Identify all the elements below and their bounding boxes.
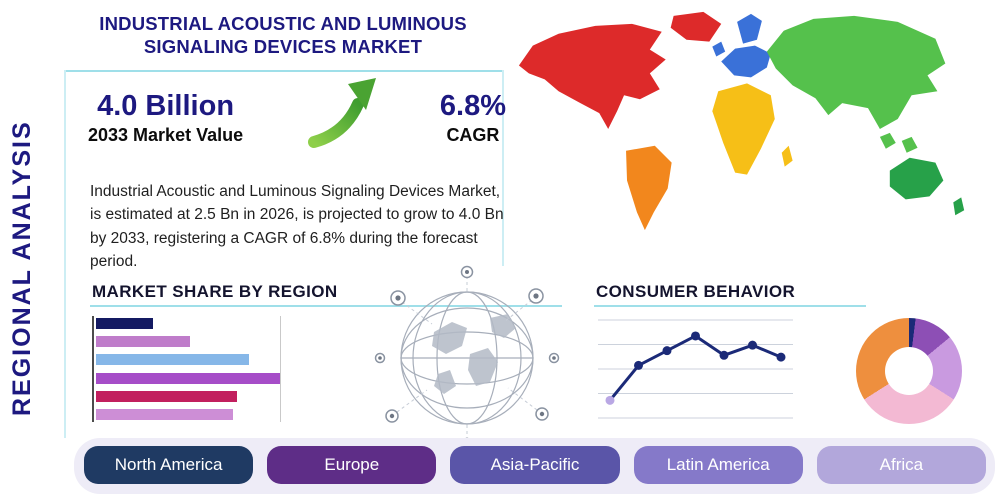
market-share-bar-chart <box>92 316 292 422</box>
world-map <box>518 11 965 231</box>
frame-line-right <box>502 70 504 266</box>
market-share-header: MARKET SHARE BY REGION <box>92 282 338 301</box>
map-europe <box>737 13 762 44</box>
region-button-asia-pacific[interactable]: Asia-Pacific <box>450 446 620 484</box>
growth-arrow-icon <box>307 78 376 148</box>
map-oceania <box>889 157 944 200</box>
map-africa <box>712 83 775 175</box>
consumer-behavior-header: CONSUMER BEHAVIOR <box>596 282 796 301</box>
cagr-label: CAGR <box>446 125 500 145</box>
side-label-regional-analysis: REGIONAL ANALYSIS <box>8 120 36 416</box>
bar-5 <box>96 390 238 402</box>
bar-4 <box>96 372 281 384</box>
page-title: INDUSTRIAL ACOUSTIC AND LUMINOUS SIGNALI… <box>99 13 467 58</box>
map-asia <box>766 15 946 129</box>
cagr-value: 6.8% <box>439 90 506 122</box>
map-south-america <box>626 145 672 231</box>
key-stats: 4.0 Billion 2033 Market Value 6.8% CAGR <box>88 78 506 150</box>
frame-line-top <box>64 70 504 72</box>
bar-2 <box>96 336 191 348</box>
map-asia <box>901 136 918 153</box>
map-north-america <box>518 23 666 129</box>
market-value: 4.0 Billion <box>97 90 235 122</box>
market-value-label: 2033 Market Value <box>88 125 244 145</box>
donut-chart <box>856 318 962 424</box>
map-africa <box>781 145 793 167</box>
market-description: Industrial Acoustic and Luminous Signali… <box>90 183 504 270</box>
map-europe <box>712 41 726 57</box>
market-value-stat: 4.0 Billion 2033 Market Value <box>88 90 243 146</box>
map-europe <box>721 45 771 78</box>
bar-3 <box>96 354 249 366</box>
cagr-stat: 6.8% CAGR <box>440 90 506 146</box>
region-button-africa[interactable]: Africa <box>816 446 987 484</box>
globe-network-graphic <box>374 265 560 451</box>
bar-1 <box>96 318 153 329</box>
map-asia <box>879 132 896 149</box>
consumer-behavior-underline <box>594 305 866 307</box>
map-oceania <box>953 197 965 216</box>
region-buttons: North America Europe Asia-Pacific Latin Ame… <box>84 446 987 484</box>
region-button-latin-america[interactable]: Latin America <box>633 446 803 484</box>
consumer-behavior-line-chart <box>598 319 793 419</box>
frame-line-left <box>64 70 66 438</box>
region-button-north-america[interactable]: North America <box>84 446 254 484</box>
bar-chart-gridline <box>280 316 281 422</box>
market-share-underline <box>90 305 562 307</box>
bar-6 <box>96 408 234 420</box>
region-button-europe[interactable]: Europe <box>267 446 437 484</box>
map-greenland <box>670 11 722 42</box>
